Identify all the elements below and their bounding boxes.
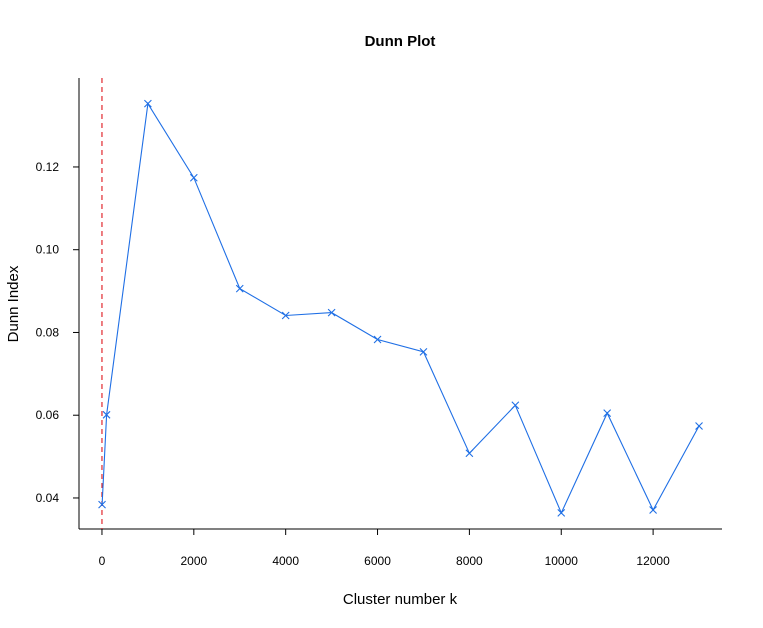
y-axis-label: Dunn Index xyxy=(5,265,22,342)
y-tick-label: 0.04 xyxy=(36,491,60,505)
series-line xyxy=(101,102,700,515)
y-tick-label: 0.08 xyxy=(36,325,60,339)
y-tick-label: 0.12 xyxy=(36,160,60,174)
data-point-marker xyxy=(98,500,106,509)
data-point-marker xyxy=(465,449,474,458)
x-tick-label: 4000 xyxy=(272,554,299,568)
data-point-marker xyxy=(373,335,382,344)
x-tick-label: 0 xyxy=(99,554,106,568)
x-axis-label: Cluster number k xyxy=(343,591,458,608)
data-point-marker xyxy=(557,508,566,517)
x-tick-label: 6000 xyxy=(364,554,391,568)
data-point-marker xyxy=(695,422,703,430)
x-tick-label: 12000 xyxy=(636,554,670,568)
axis-ticks: 0 2000 4000 6000 8000 10000 12000 0.04 0.06 0.08 0… xyxy=(36,160,670,568)
y-tick-label: 0.06 xyxy=(36,408,60,422)
data-point-marker xyxy=(649,506,657,514)
x-tick-label: 10000 xyxy=(545,554,579,568)
data-point-marker xyxy=(419,348,428,356)
axes xyxy=(78,78,722,530)
data-point-marker xyxy=(327,308,336,317)
x-tick-label: 2000 xyxy=(180,554,207,568)
series-group xyxy=(98,99,703,517)
y-tick-label: 0.10 xyxy=(36,243,60,257)
chart-title: Dunn Plot xyxy=(365,33,436,50)
data-point-marker xyxy=(603,409,612,418)
data-point-marker xyxy=(144,99,152,108)
data-point-marker xyxy=(235,284,244,293)
data-point-marker xyxy=(281,311,290,320)
x-tick-label: 8000 xyxy=(456,554,483,568)
data-point-marker xyxy=(189,173,198,182)
data-point-marker xyxy=(511,401,520,410)
data-point-marker xyxy=(102,410,111,419)
